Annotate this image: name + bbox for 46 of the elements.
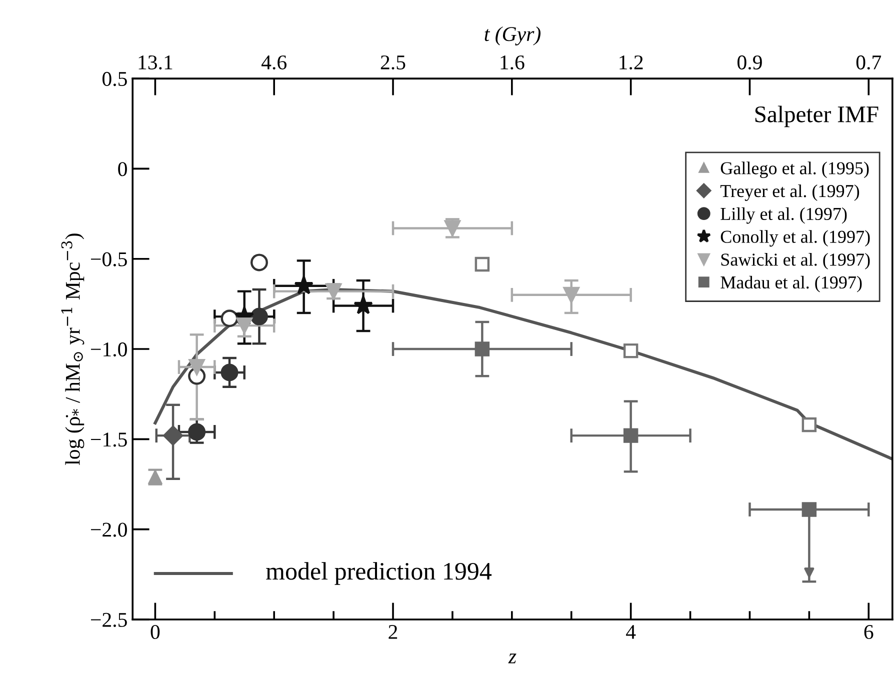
point — [802, 502, 817, 517]
point — [474, 256, 490, 272]
point — [188, 358, 205, 376]
point — [236, 318, 252, 334]
point — [623, 343, 638, 358]
y-tick-label: −2.5 — [90, 612, 127, 628]
y-tick-label: −1.5 — [90, 432, 127, 447]
text: 2.5 — [380, 55, 406, 70]
point — [474, 342, 490, 356]
legend-label: Treyer et al. (1997) — [720, 184, 860, 201]
point — [250, 308, 268, 326]
text: log (ρ̇$_{*}$ / hM$_{⊙}$ yr$^{−1}$ Mpc$^{−3}$) — [61, 234, 84, 465]
point — [623, 428, 638, 443]
point — [802, 417, 817, 432]
text: 1.6 — [500, 55, 524, 70]
point — [188, 423, 206, 441]
text: 0.9 — [738, 55, 762, 70]
y-tick-label: −1.0 — [90, 342, 127, 357]
legend-label: Lilly et al. (1997) — [720, 207, 847, 224]
y-tick-label: 0.5 — [102, 72, 127, 86]
x-tick-label: 0 — [150, 624, 160, 640]
text: 0.7 — [856, 55, 882, 70]
legend-label: Conolly et al. (1997) — [720, 230, 870, 247]
point — [163, 426, 183, 446]
y-tick-label: 0 — [118, 162, 127, 176]
point — [220, 310, 238, 328]
x-tick-label: 6 — [864, 625, 874, 640]
point — [294, 276, 314, 294]
text: 13.1 — [138, 55, 172, 70]
point — [354, 296, 373, 314]
y-tick-label: −2.0 — [90, 522, 127, 537]
y-tick-label: −0.5 — [90, 252, 127, 266]
x-axis-title: z — [508, 654, 516, 664]
point — [563, 286, 580, 303]
text: 1.2 — [620, 55, 643, 70]
annotation: model prediction 1994 — [266, 562, 492, 585]
point — [250, 254, 268, 272]
legend-title: Salpeter IMF — [755, 106, 878, 128]
legend-label: Sawicki et al. (1997) — [721, 253, 870, 270]
legend-label: Madau et al. (1997) — [720, 276, 862, 292]
text: 4.6 — [261, 55, 287, 70]
point — [220, 364, 238, 382]
legend-label: Gallego et al. (1995) — [720, 162, 869, 178]
x-tick-label: 4 — [626, 625, 636, 639]
x2-axis-title: t (Gyr) — [484, 26, 541, 46]
x-tick-label: 2 — [388, 625, 398, 639]
